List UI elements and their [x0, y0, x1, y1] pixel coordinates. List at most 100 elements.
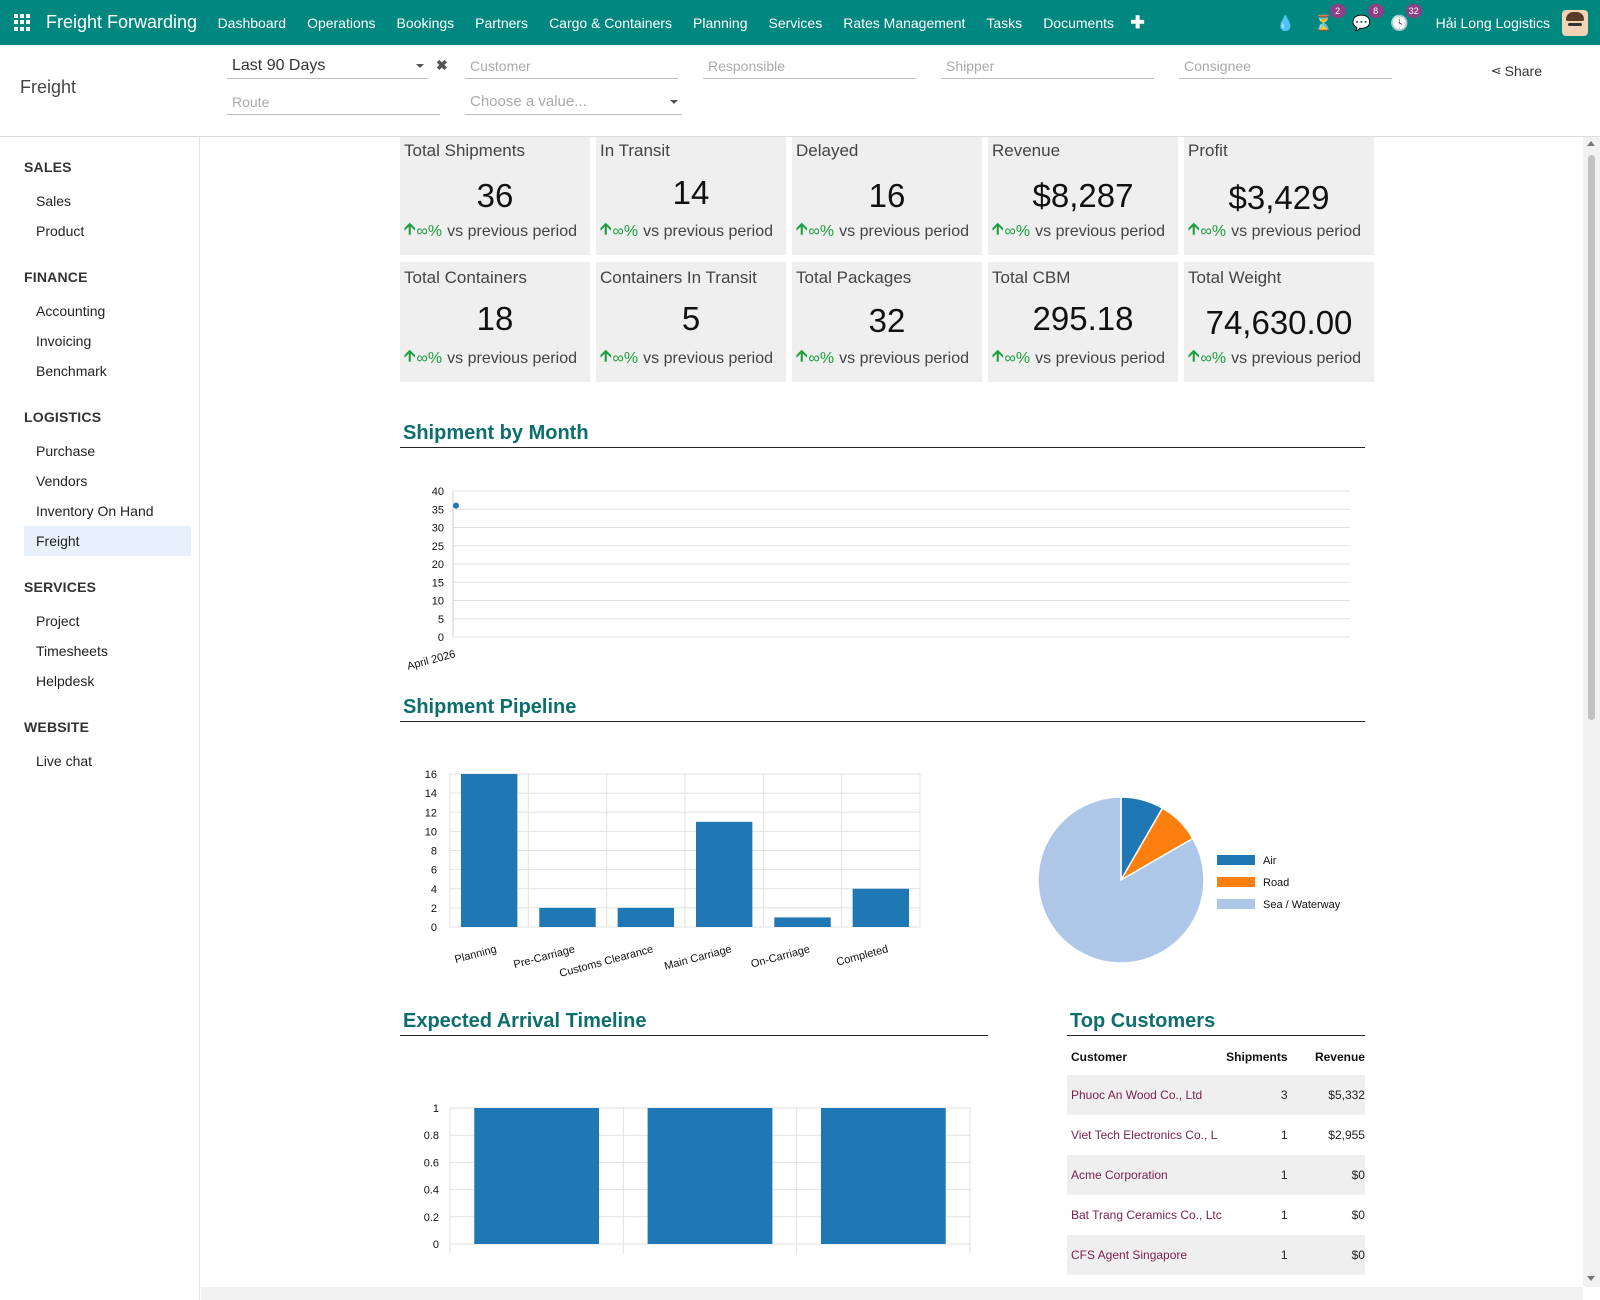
user-avatar[interactable]	[1562, 9, 1588, 36]
shipment-by-month-chart: 0 5 10 15 20 25 30 35 40 April 2026	[406, 486, 1350, 673]
clear-filter-icon[interactable]: ✖	[436, 57, 448, 73]
responsible-filter[interactable]: Responsible	[703, 53, 916, 79]
consignee-filter[interactable]: Consignee	[1179, 53, 1392, 79]
nav-item-planning[interactable]: Planning	[693, 14, 748, 31]
sidebar-item-project[interactable]: Project	[24, 606, 191, 636]
kpi-card-total-weight[interactable]: Total Weight 74,630.00 🡩 ∞% vs previous peri…	[1184, 262, 1374, 382]
header-revenue: Revenue	[1314, 1050, 1365, 1064]
sidebar: SALES Sales Product FINANCE Accounting Invoic…	[0, 137, 200, 1300]
add-menu-icon[interactable]: ✚	[1130, 12, 1145, 32]
arrow-up-icon: 🡩	[404, 221, 416, 238]
value-select[interactable]: Choose a value...	[465, 89, 682, 115]
sidebar-item-accounting[interactable]: Accounting	[24, 296, 191, 326]
nav-item-dashboard[interactable]: Dashboard	[217, 14, 287, 31]
sidebar-item-label: Vendors	[36, 473, 88, 489]
sidebar-section-sales: SALES	[24, 159, 72, 175]
y-tick-label: 0	[438, 632, 444, 644]
chevron-down-icon	[670, 100, 678, 104]
legend-swatch	[1217, 855, 1255, 865]
customer-name[interactable]: Phuoc An Wood Co., Ltd	[1071, 1088, 1203, 1102]
kpi-value: 32	[868, 302, 906, 339]
nav-item-operations[interactable]: Operations	[307, 14, 376, 31]
kpi-card-total-containers[interactable]: Total Containers 18 🡩 ∞% vs previous period	[400, 262, 590, 382]
kpi-card-in-transit[interactable]: In Transit 14 🡩 ∞% vs previous period	[596, 137, 786, 255]
table-header: Customer Shipments Revenue	[1067, 1039, 1365, 1075]
sidebar-section-logistics: LOGISTICS	[24, 409, 102, 425]
table-row[interactable]: CFS Agent Singapore 1 $0	[1067, 1235, 1365, 1275]
table-row[interactable]: Phuoc An Wood Co., Ltd 3 $5,332	[1067, 1075, 1365, 1115]
company-switcher[interactable]: Hải Long Logistics	[1435, 14, 1550, 31]
kpi-trend-percent: ∞%	[1200, 222, 1227, 240]
nav-item-services[interactable]: Services	[768, 14, 823, 31]
sidebar-item-purchase[interactable]: Purchase	[24, 436, 191, 466]
nav-item-partners[interactable]: Partners	[475, 14, 529, 31]
sidebar-item-invoicing[interactable]: Invoicing	[24, 326, 191, 356]
route-filter[interactable]: Route	[227, 89, 440, 115]
customer-filter[interactable]: Customer	[465, 53, 678, 79]
chevron-down-icon	[416, 64, 424, 68]
kpi-trend: 🡩 ∞% vs previous period	[404, 218, 577, 245]
period-filter[interactable]: Last 90 Days	[227, 53, 428, 79]
y-tick-label: 30	[432, 523, 444, 535]
horizontal-scrollbar[interactable]	[201, 1287, 1583, 1300]
sidebar-item-label: Product	[36, 223, 85, 239]
y-tick-label: 0.4	[424, 1185, 439, 1197]
app-brand[interactable]: Freight Forwarding	[46, 12, 198, 32]
customer-name[interactable]: Viet Tech Electronics Co., L	[1071, 1128, 1218, 1142]
clock-icon[interactable]: 🕓 32	[1390, 3, 1422, 33]
kpi-trend-percent: ∞%	[612, 349, 639, 367]
nav-item-cargo-containers[interactable]: Cargo & Containers	[549, 14, 673, 31]
apps-grid-icon[interactable]	[14, 13, 32, 32]
scroll-down-icon[interactable]	[1587, 1276, 1595, 1281]
nav-item-rates-management[interactable]: Rates Management	[843, 14, 966, 31]
scrollbar-thumb[interactable]	[1588, 155, 1595, 720]
customer-name[interactable]: CFS Agent Singapore	[1071, 1248, 1188, 1262]
table-row[interactable]: Viet Tech Electronics Co., L 1 $2,955	[1067, 1115, 1365, 1155]
table-row[interactable]: Acme Corporation 1 $0	[1067, 1155, 1365, 1195]
sidebar-item-label: Live chat	[36, 753, 93, 769]
kpi-trend: 🡩 ∞% vs previous period	[404, 345, 577, 372]
customer-name[interactable]: Acme Corporation	[1071, 1168, 1168, 1182]
arrival-timeline-chart: 0 0.2 0.4 0.6 0.8 1	[424, 1103, 971, 1254]
kpi-card-revenue[interactable]: Revenue $8,287 🡩 ∞% vs previous period	[988, 137, 1178, 255]
sidebar-item-freight[interactable]: Freight	[24, 526, 191, 556]
kpi-trend: 🡩 ∞% vs previous period	[1188, 218, 1361, 245]
kpi-card-containers-in-transit[interactable]: Containers In Transit 5 🡩 ∞% vs previous per…	[596, 262, 786, 382]
share-button[interactable]: ⋖ Share	[1490, 63, 1542, 79]
chat-icon[interactable]: 💬 8	[1352, 3, 1384, 33]
table-row[interactable]: Bat Trang Ceramics Co., Ltc 1 $0	[1067, 1195, 1365, 1235]
hourglass-icon[interactable]: ⏳ 2	[1314, 3, 1346, 33]
drop-icon[interactable]: 💧	[1276, 14, 1295, 32]
sidebar-item-live-chat[interactable]: Live chat	[24, 746, 191, 776]
sidebar-item-label: Project	[36, 613, 80, 629]
kpi-label: In Transit	[600, 141, 670, 160]
bar	[695, 821, 753, 927]
nav-item-bookings[interactable]: Bookings	[396, 14, 455, 31]
sidebar-item-vendors[interactable]: Vendors	[24, 466, 191, 496]
nav-item-tasks[interactable]: Tasks	[986, 14, 1023, 31]
sidebar-item-helpdesk[interactable]: Helpdesk	[24, 666, 191, 696]
revenue-amount: $0	[1351, 1248, 1365, 1262]
y-tick-label: 0.6	[424, 1157, 439, 1169]
sidebar-item-benchmark[interactable]: Benchmark	[24, 356, 191, 386]
scroll-up-icon[interactable]	[1587, 141, 1595, 146]
sidebar-item-sales[interactable]: Sales	[24, 186, 191, 216]
kpi-card-delayed[interactable]: Delayed 16 🡩 ∞% vs previous period	[792, 137, 982, 255]
customer-name[interactable]: Bat Trang Ceramics Co., Ltc	[1071, 1208, 1222, 1222]
kpi-card-total-packages[interactable]: Total Packages 32 🡩 ∞% vs previous period	[792, 262, 982, 382]
kpi-card-profit[interactable]: Profit $3,429 🡩 ∞% vs previous period	[1184, 137, 1374, 255]
shipper-filter[interactable]: Shipper	[941, 53, 1154, 79]
control-panel: Freight Last 90 Days ✖ Customer Responsi…	[0, 45, 1600, 137]
sidebar-item-timesheets[interactable]: Timesheets	[24, 636, 191, 666]
sidebar-item-label: Purchase	[36, 443, 96, 459]
vertical-scrollbar[interactable]	[1583, 137, 1600, 1287]
sidebar-item-product[interactable]: Product	[24, 216, 191, 246]
x-tick-label: April 2026	[406, 648, 457, 672]
kpi-card-total-cbm[interactable]: Total CBM 295.18 🡩 ∞% vs previous period	[988, 262, 1178, 382]
kpi-value: 14	[672, 174, 710, 211]
kpi-trend: 🡩 ∞% vs previous period	[992, 218, 1165, 245]
sidebar-item-inventory-on-hand[interactable]: Inventory On Hand	[24, 496, 191, 526]
kpi-card-total-shipments[interactable]: Total Shipments 36 🡩 ∞% vs previous period	[400, 137, 590, 255]
nav-item-documents[interactable]: Documents	[1043, 14, 1114, 31]
activity-badge: 2	[1329, 3, 1346, 18]
